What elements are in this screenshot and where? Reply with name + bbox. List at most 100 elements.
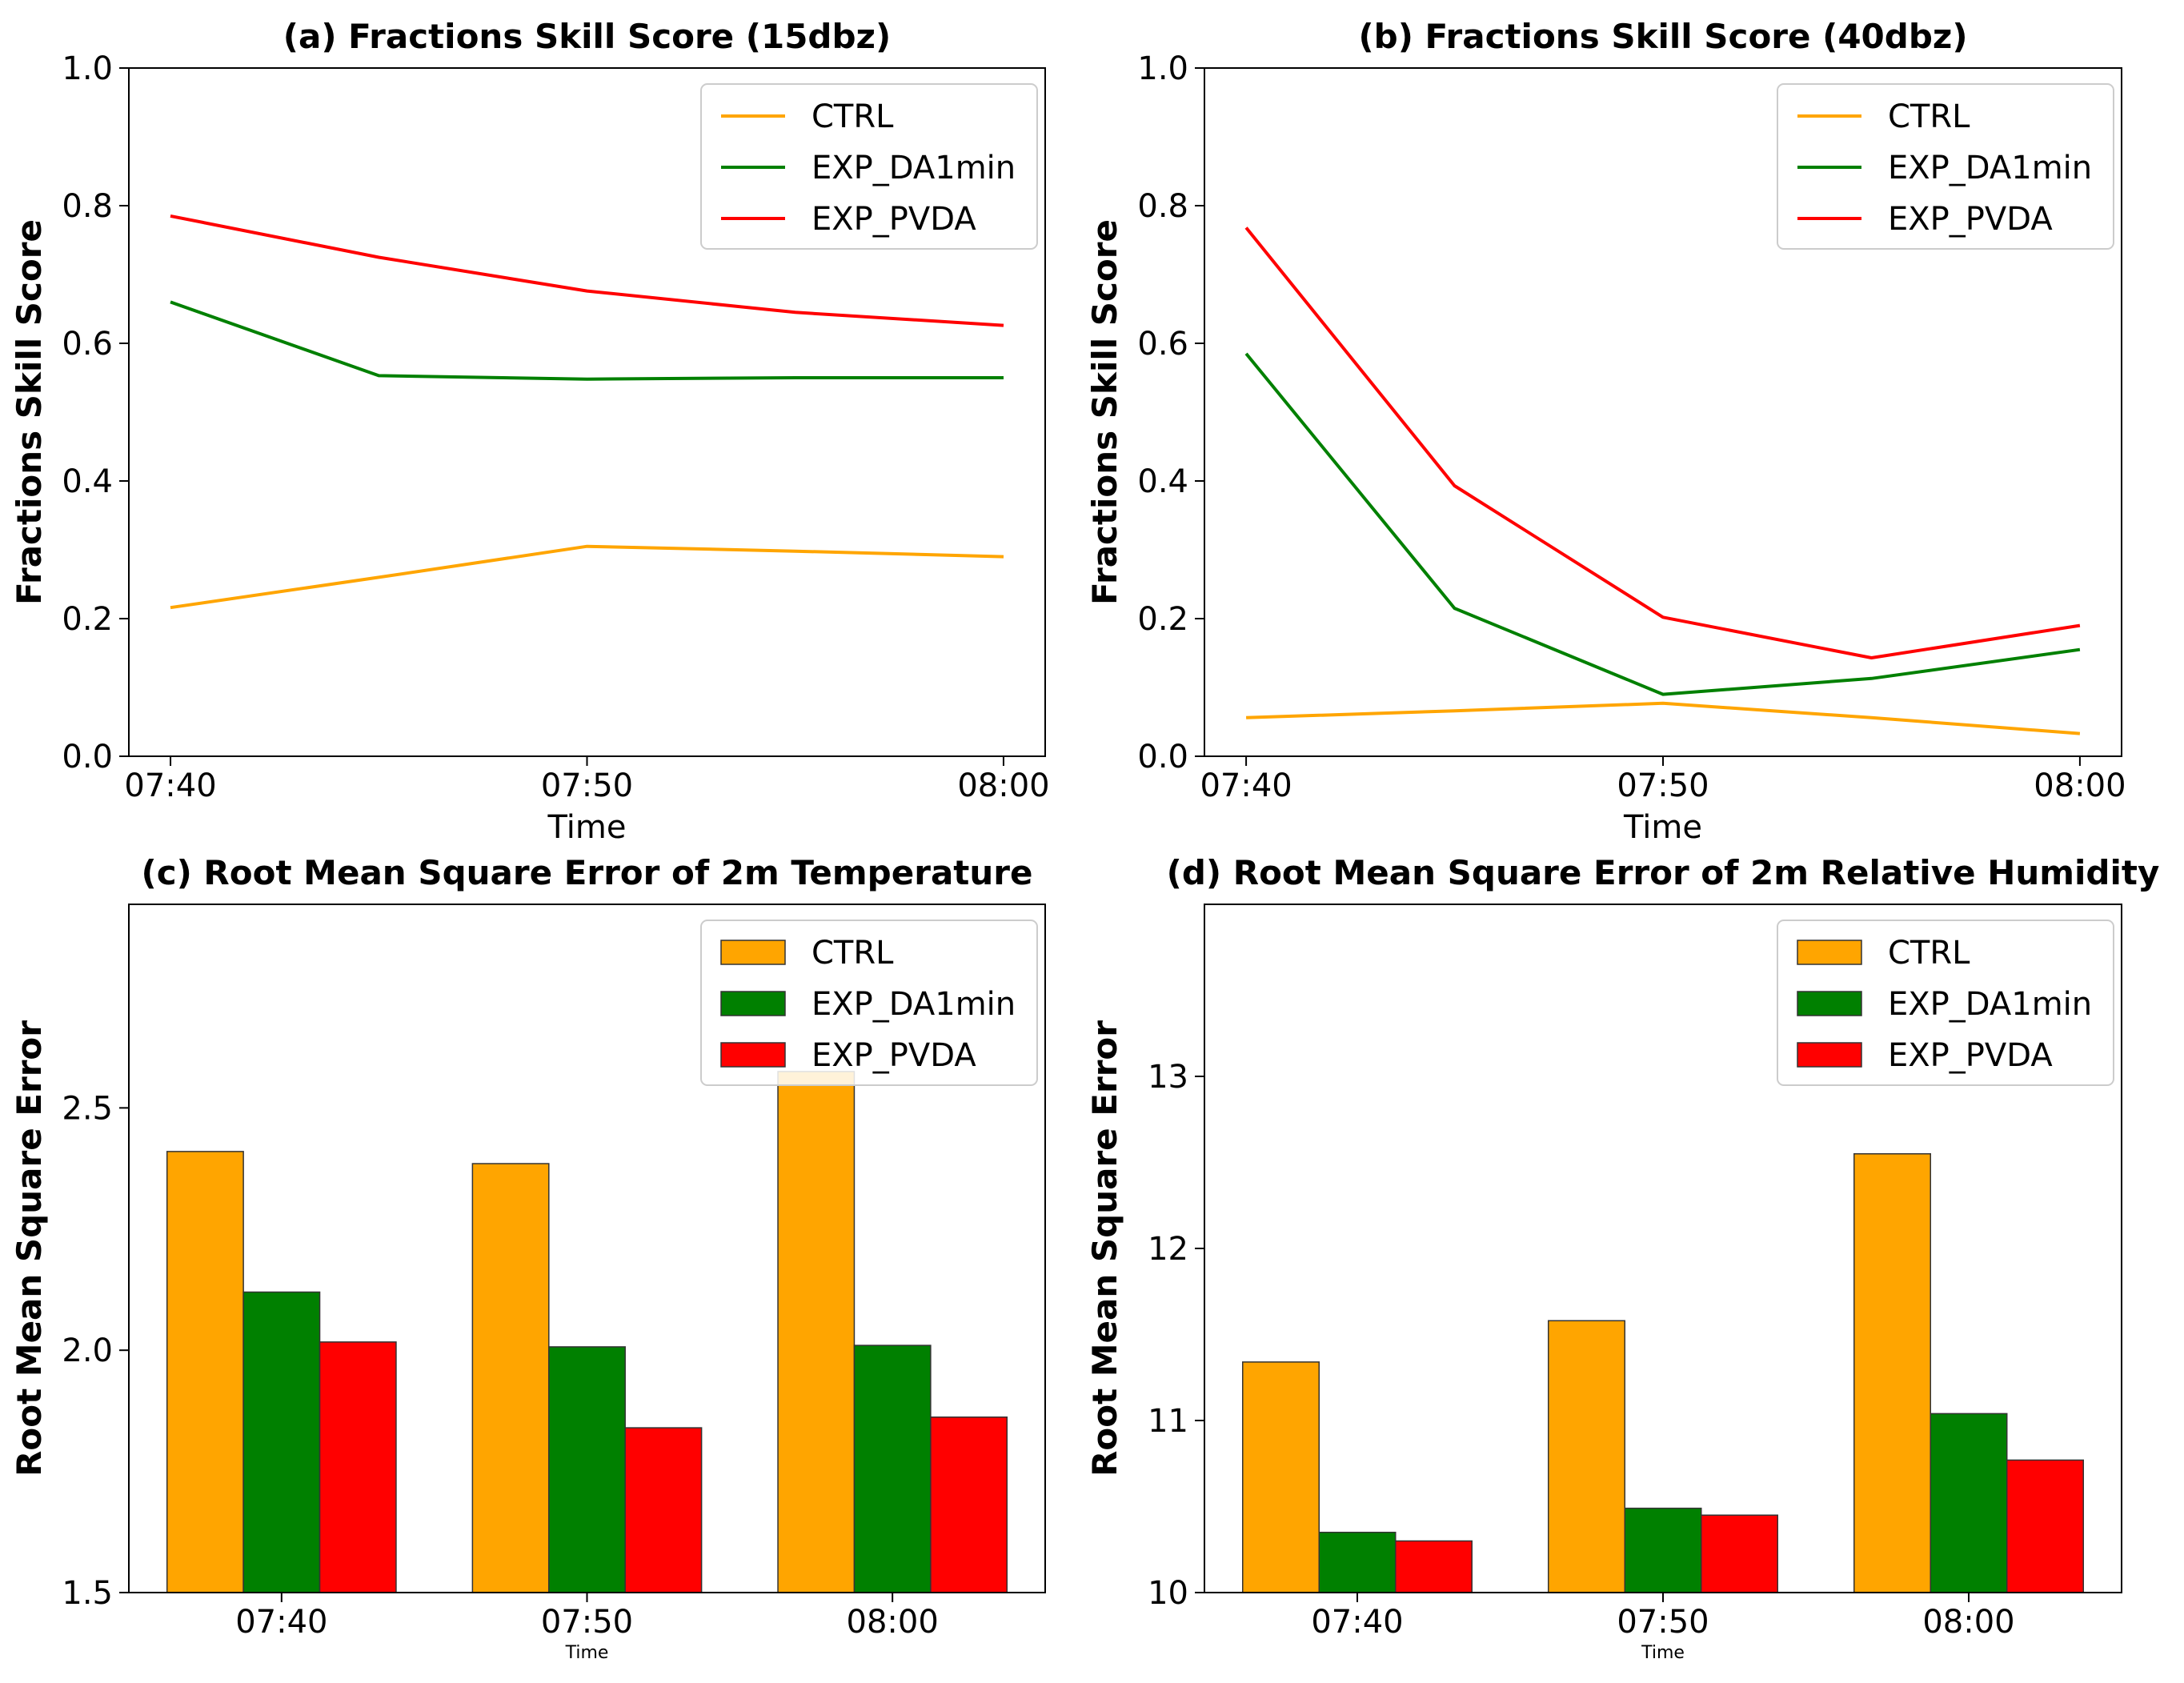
legend-label: CTRL [1888,98,1970,135]
legend-label: EXP_PVDA [811,1037,976,1074]
legend-label: EXP_DA1min [811,986,1016,1023]
bar-ctrl [1548,1320,1625,1593]
bar-exp-pvda [2006,1459,2084,1593]
panel-a: (a) Fractions Skill Score (15dbz) 0.0 0.2 0… [10,17,1050,846]
series-line-exp-da1min [1244,352,2081,696]
y-axis-label: Root Mean Square Error [10,1020,49,1477]
legend-swatch [1797,1042,1862,1068]
bar-exp-da1min [242,1291,321,1593]
y-tick-label: 0.8 [1137,188,1188,225]
x-tick-label: 08:00 [2034,767,2126,804]
legend-label: EXP_DA1min [1888,986,2092,1023]
legend: CTRL EXP_DA1min EXP_PVDA [700,83,1038,250]
y-tick-label: 0.6 [1137,326,1188,363]
legend-label: EXP_PVDA [811,201,976,238]
bar-ctrl [1242,1361,1320,1593]
bar-exp-da1min [1624,1507,1702,1593]
legend-label: CTRL [1888,935,1970,972]
legend-box [1777,83,2114,250]
y-tick-label: 0.0 [62,739,113,775]
y-tick-label: 2.0 [62,1332,113,1369]
bar-exp-da1min [1930,1413,2008,1593]
bar-ctrl [777,1071,856,1593]
bar-ctrl [471,1163,550,1593]
legend-swatch [720,991,786,1016]
legend-label: EXP_DA1min [811,150,1016,186]
legend-label: EXP_DA1min [1888,150,2092,186]
bar-ctrl [166,1151,244,1593]
panel-title: (b) Fractions Skill Score (40dbz) [1358,17,1967,56]
y-tick-label: 0.6 [62,326,113,363]
x-tick-label: 07:40 [1200,767,1292,804]
legend: CTRL EXP_DA1min EXP_PVDA [1777,920,2114,1086]
legend-label: EXP_PVDA [1888,201,2053,238]
plot-frame [128,67,1046,757]
y-tick-label: 1.0 [1137,50,1188,87]
y-tick-label: 0.4 [1137,463,1188,500]
x-tick-label: 07:50 [1617,767,1709,804]
legend-label: EXP_PVDA [1888,1037,2053,1074]
y-tick-label: 2.5 [62,1090,113,1127]
series-line-ctrl [1246,701,2081,735]
y-tick-label: 10 [1148,1575,1188,1612]
plot-frame [1204,67,2122,757]
x-axis-label: Time [1623,809,1702,846]
panel-c: (c) Root Mean Square Error of 2m Tempera… [10,853,1046,1663]
y-tick-label: 0.0 [1137,739,1188,775]
legend: CTRL EXP_DA1min EXP_PVDA [1777,83,2114,250]
bar-exp-pvda [1395,1540,1473,1593]
series-line-ctrl [170,544,1004,610]
legend-label: CTRL [811,98,894,135]
y-axis-label: Fractions Skill Score [1085,219,1124,605]
bar-exp-pvda [624,1427,703,1593]
x-axis-label: Time [565,1643,609,1663]
series-line-exp-pvda [1244,226,2081,659]
y-tick-label: 1.0 [62,50,113,87]
x-tick-label: 08:00 [957,767,1049,804]
plot-frame [128,904,1046,1593]
bar-exp-da1min [853,1344,932,1593]
y-tick-label: 0.2 [1137,601,1188,638]
legend-label: CTRL [811,935,894,972]
legend-swatch [1797,940,1862,965]
plot-frame [1204,904,2122,1593]
legend-swatch [720,1042,786,1068]
bar-exp-pvda [930,1417,1008,1593]
legend: CTRL EXP_DA1min EXP_PVDA [700,920,1038,1086]
x-tick-label: 08:00 [1922,1604,2014,1641]
series-line-exp-da1min [170,300,1004,381]
x-tick-label: 07:40 [235,1604,327,1641]
x-tick-label: 08:00 [847,1604,939,1641]
legend-swatch [1797,991,1862,1016]
bar-exp-pvda [1701,1514,1778,1593]
x-axis-label: Time [547,809,627,846]
x-tick-label: 07:50 [541,767,633,804]
panel-d: (d) Root Mean Square Error of 2m Relativ… [1085,853,2159,1663]
y-tick-label: 0.8 [62,188,113,225]
panel-title: (a) Fractions Skill Score (15dbz) [283,17,891,56]
x-tick-label: 07:40 [124,767,216,804]
series-line-exp-pvda [170,214,1004,327]
x-tick-label: 07:50 [1617,1604,1709,1641]
bar-exp-da1min [1318,1532,1397,1593]
y-tick-label: 0.2 [62,601,113,638]
y-axis-label: Fractions Skill Score [10,219,49,605]
y-axis-label: Root Mean Square Error [1085,1020,1124,1477]
panel-b: (b) Fractions Skill Score (40dbz) 0.0 0.2 0… [1085,17,2126,846]
y-tick-label: 12 [1148,1231,1188,1268]
bar-exp-pvda [319,1341,397,1593]
y-tick-label: 0.4 [62,463,113,500]
y-tick-label: 13 [1148,1059,1188,1096]
x-tick-label: 07:40 [1311,1604,1403,1641]
x-tick-label: 07:50 [541,1604,633,1641]
legend-box [700,83,1038,250]
legend-swatch [720,940,786,965]
y-tick-label: 1.5 [62,1575,113,1612]
panel-title: (c) Root Mean Square Error of 2m Tempera… [142,853,1033,892]
bar-exp-da1min [548,1346,626,1593]
bar-ctrl [1853,1153,1931,1593]
x-axis-label: Time [1641,1643,1685,1663]
panel-title: (d) Root Mean Square Error of 2m Relativ… [1167,853,2160,892]
y-tick-label: 11 [1148,1403,1188,1440]
